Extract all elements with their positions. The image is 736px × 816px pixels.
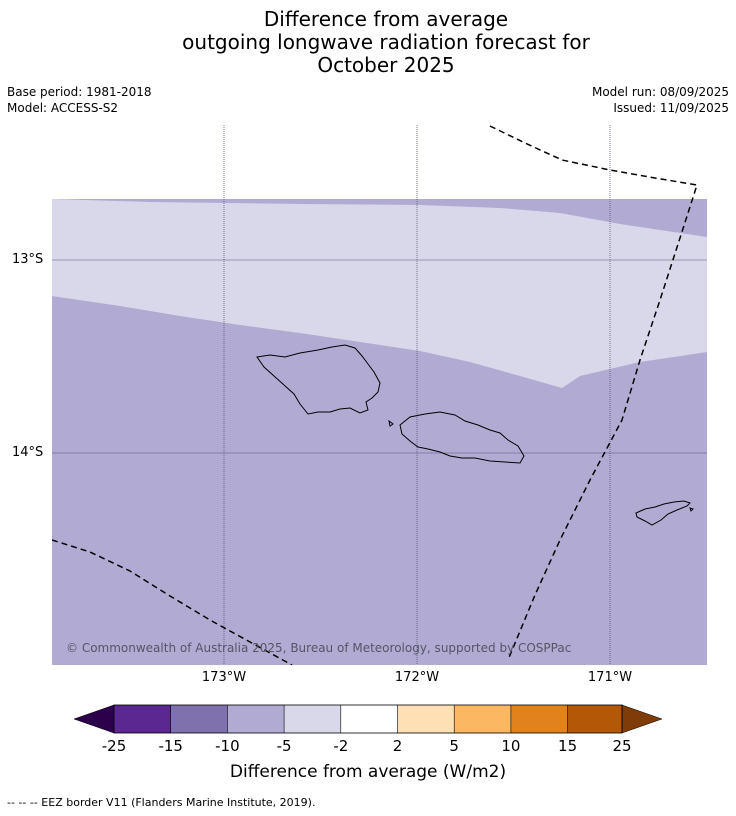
- colorbar-segment-9: [567, 705, 622, 733]
- title-line-3: October 2025: [317, 53, 455, 77]
- graticule: [52, 125, 707, 665]
- meta-left: Base period: 1981-2018 Model: ACCESS-S2: [7, 84, 152, 116]
- colorbar-tick-8: 10: [501, 737, 521, 755]
- colorbar-segment-8: [510, 705, 568, 733]
- eez-border-east: [489, 125, 698, 661]
- colorbar-tick-4: -5: [276, 737, 292, 755]
- colorbar-tick-1: -25: [101, 737, 127, 755]
- colorbar-under-arrow: [73, 704, 115, 734]
- title-line-1: Difference from average: [263, 7, 509, 31]
- aunuu-islet: [689, 507, 694, 512]
- model-run: Model run: 08/09/2025: [591, 85, 729, 99]
- colorbar-tick-7: 5: [449, 737, 459, 755]
- map-layers: [52, 125, 707, 665]
- colorbar-tick-6: 2: [392, 737, 403, 755]
- colorbar-segment-1: [114, 705, 171, 733]
- title-line-2: outgoing longwave radiation forecast for: [182, 30, 590, 54]
- tutuila-island: [635, 500, 691, 526]
- colorbar-segment-5: [340, 705, 398, 733]
- colorbar-segment-2: [170, 705, 228, 733]
- savaii-island: [256, 344, 381, 415]
- lon-label-171w: 171°W: [587, 670, 633, 685]
- colorbar-segment-7: [454, 705, 511, 733]
- eez-footnote: -- -- -- EEZ border V11 (Flanders Marine…: [7, 796, 316, 809]
- colorbar-tick-10: 25: [612, 737, 632, 755]
- colorbar-dividers: [170, 705, 568, 733]
- colorbar-frame: [113, 704, 623, 734]
- lat-label-14s: 14°S: [12, 445, 44, 460]
- chart-title: Difference from average outgoing longwav…: [0, 8, 736, 77]
- colorbar-tick-2: -15: [158, 737, 183, 755]
- eez-border-southwest: [52, 539, 293, 665]
- meta-right: Model run: 08/09/2025 Issued: 11/09/2025: [592, 84, 729, 116]
- lon-label-173w: 173°W: [201, 670, 247, 685]
- eez-border-lines: [52, 125, 698, 665]
- colorbar-label: Difference from average (W/m2): [229, 762, 507, 782]
- base-period: Base period: 1981-2018: [7, 85, 152, 99]
- colorbar-tick-9: 15: [558, 737, 578, 755]
- lat-label-13s: 13°S: [12, 252, 44, 267]
- colorbar-tick-3: -10: [215, 737, 240, 755]
- colorbar: [73, 704, 663, 734]
- colorbar-segment-3: [227, 705, 285, 733]
- colorbar-tick-5: -2: [333, 737, 349, 755]
- anomaly-band-minus5-to-minus2: [52, 199, 707, 388]
- manono-islet: [388, 419, 394, 427]
- land-outlines: [256, 344, 694, 526]
- model-name: Model: ACCESS-S2: [7, 101, 119, 115]
- copyright-notice: © Commonwealth of Australia 2025, Bureau…: [66, 641, 572, 655]
- colorbar-segment-4: [284, 705, 341, 733]
- lon-label-172w: 172°W: [394, 670, 440, 685]
- colorbar-over-arrow: [621, 704, 663, 734]
- issued-date: Issued: 11/09/2025: [613, 101, 729, 115]
- upolu-island: [399, 411, 525, 464]
- colorbar-segment-6: [397, 705, 455, 733]
- no-data-area: [52, 125, 707, 199]
